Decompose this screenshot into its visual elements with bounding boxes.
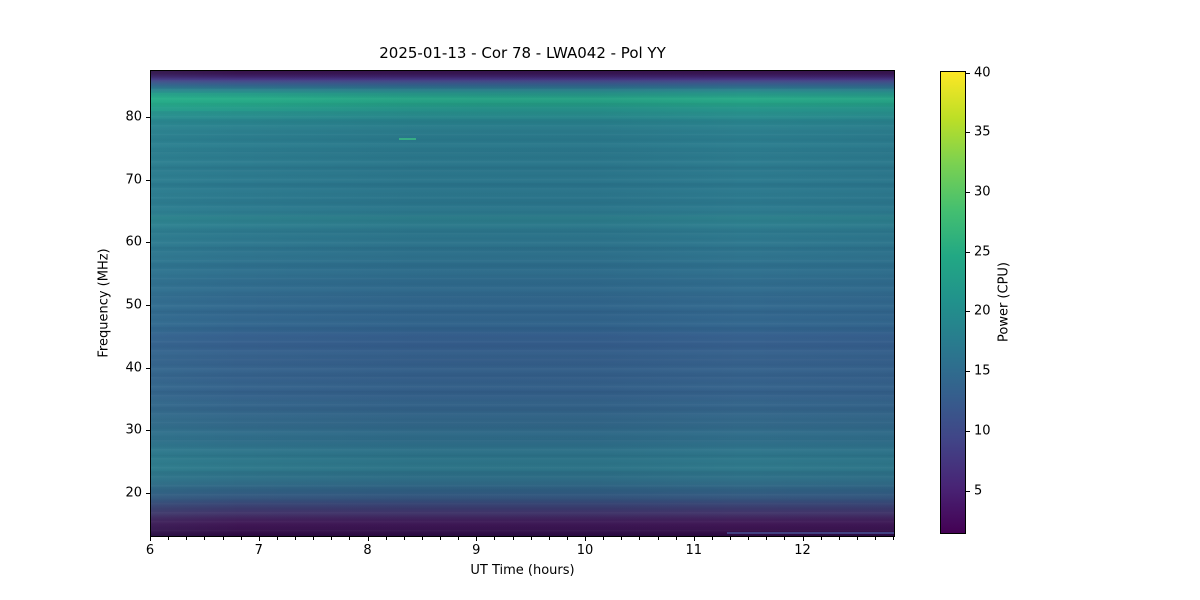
x-minor-tick	[204, 537, 206, 540]
y-tick-label: 70	[125, 172, 142, 188]
x-minor-tick	[421, 537, 423, 540]
faint-blue-streak	[727, 532, 894, 535]
x-major-tick	[693, 537, 695, 541]
x-minor-tick	[856, 537, 858, 540]
y-major-tick	[146, 117, 150, 118]
colorbar-tick	[966, 251, 970, 253]
colorbar	[940, 71, 966, 534]
x-minor-tick	[240, 537, 242, 540]
x-minor-tick	[331, 537, 333, 540]
y-major-tick	[146, 305, 150, 307]
x-tick-label: 12	[794, 543, 811, 558]
x-minor-tick	[349, 537, 351, 540]
x-minor-tick	[385, 537, 387, 540]
x-minor-tick	[603, 537, 605, 540]
x-major-tick	[802, 537, 804, 541]
x-minor-tick	[530, 537, 532, 540]
x-minor-tick	[639, 537, 641, 540]
colorbar-tick	[966, 430, 970, 432]
y-tick-label: 20	[125, 485, 142, 501]
colorbar-tick	[966, 72, 970, 74]
x-tick-label: 6	[145, 543, 155, 558]
x-minor-tick	[566, 537, 568, 540]
heatmap-image	[151, 71, 894, 536]
colorbar-tick-label: 20	[974, 303, 991, 319]
x-major-tick	[258, 537, 260, 541]
x-major-tick	[585, 537, 587, 541]
heatmap-plot	[150, 70, 895, 537]
colorbar-tick-label: 25	[974, 244, 991, 260]
colorbar-tick-label: 5	[974, 483, 983, 499]
x-major-tick	[150, 537, 151, 541]
x-minor-tick	[766, 537, 768, 540]
x-minor-tick	[295, 537, 296, 540]
x-minor-tick	[657, 537, 659, 540]
x-minor-tick	[675, 537, 677, 540]
heatmap-time-variation	[151, 71, 894, 536]
colorbar-label: Power (CPU)	[996, 261, 1012, 343]
x-minor-tick	[548, 537, 550, 540]
x-minor-tick	[730, 537, 732, 540]
colorbar-tick-label: 10	[974, 423, 991, 439]
colorbar-tick-label: 35	[974, 124, 991, 140]
y-major-tick	[146, 367, 150, 369]
colorbar-tick	[966, 311, 970, 313]
x-minor-tick	[313, 537, 315, 540]
colorbar-tick	[966, 192, 970, 194]
x-tick-label: 8	[363, 543, 372, 558]
y-tick-label: 80	[125, 109, 142, 125]
x-minor-tick	[838, 537, 840, 540]
x-minor-tick	[222, 537, 224, 540]
y-tick-label: 50	[125, 297, 142, 313]
heatmap-stripe-texture	[151, 71, 894, 536]
x-tick-label: 9	[472, 543, 481, 558]
y-major-tick	[146, 179, 150, 181]
y-tick-label: 60	[125, 234, 142, 250]
x-major-tick	[367, 537, 369, 541]
bright-green-dash	[398, 138, 417, 141]
x-minor-tick	[512, 537, 514, 540]
colorbar-tick	[966, 132, 970, 134]
x-minor-tick	[440, 537, 442, 540]
x-minor-tick	[893, 537, 895, 540]
x-minor-tick	[186, 537, 188, 540]
x-minor-tick	[458, 537, 460, 540]
y-major-tick	[146, 242, 150, 244]
x-minor-tick	[168, 537, 170, 540]
colorbar-tick-label: 30	[974, 184, 991, 200]
x-minor-tick	[276, 537, 278, 540]
x-tick-label: 11	[685, 543, 703, 558]
y-major-tick	[146, 493, 150, 495]
x-minor-tick	[748, 537, 750, 540]
x-tick-label: 7	[254, 543, 263, 558]
x-minor-tick	[494, 537, 496, 540]
y-major-tick	[146, 430, 150, 432]
y-tick-label: 30	[125, 422, 142, 438]
x-minor-tick	[621, 537, 623, 540]
colorbar-tick	[966, 490, 970, 492]
heatmap-green-band-highlight	[151, 93, 894, 111]
x-major-tick	[476, 537, 478, 541]
x-minor-tick	[711, 537, 713, 540]
x-minor-tick	[784, 537, 786, 540]
x-minor-tick	[820, 537, 822, 540]
x-axis-label: UT Time (hours)	[470, 563, 575, 578]
colorbar-tick-label: 15	[974, 363, 991, 379]
x-minor-tick	[875, 537, 877, 540]
x-minor-tick	[403, 537, 405, 540]
colorbar-tick	[966, 371, 970, 373]
chart-title: 2025-01-13 - Cor 78 - LWA042 - Pol YY	[379, 44, 666, 62]
x-tick-label: 10	[576, 543, 594, 558]
y-tick-label: 40	[125, 360, 142, 376]
colorbar-tick-label: 40	[974, 65, 991, 81]
